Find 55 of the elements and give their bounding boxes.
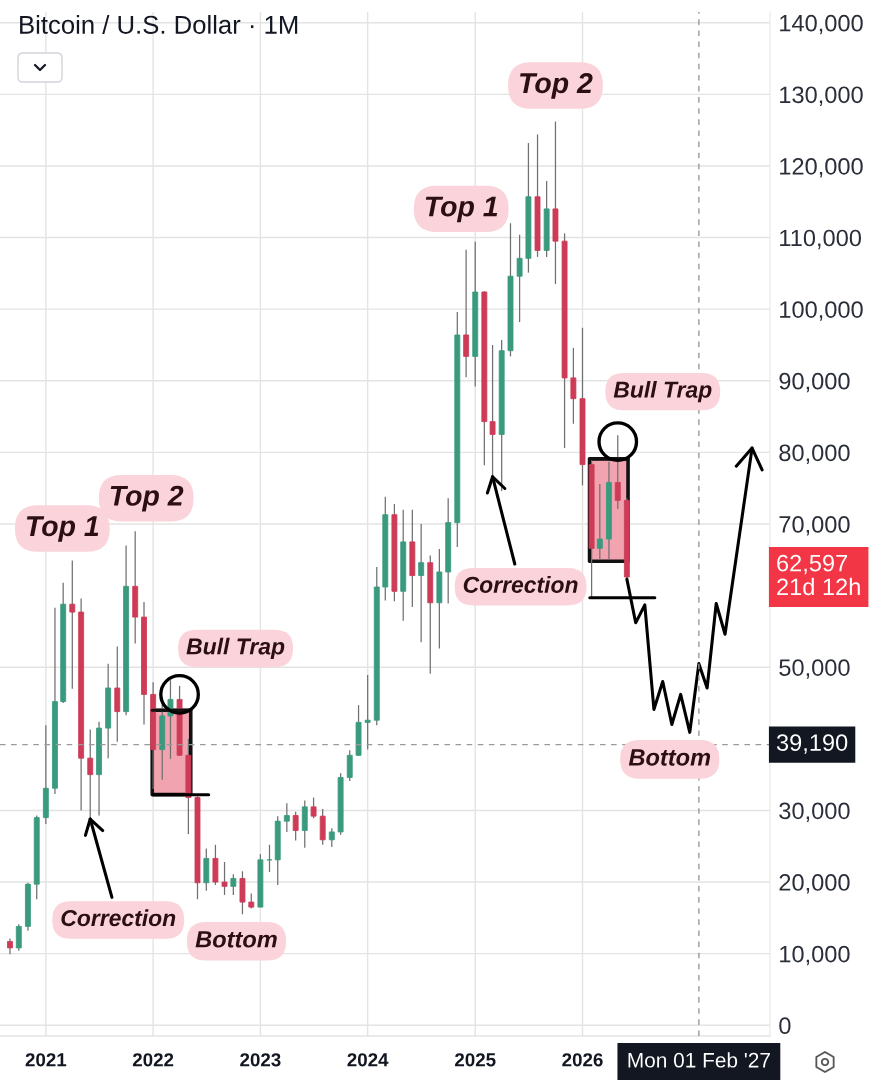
candlestick [570, 347, 577, 425]
candlestick [364, 674, 371, 751]
annotation: Bottom [195, 931, 277, 948]
annotation: Bull Trap [186, 637, 285, 660]
y-tick-label: 140,000 [780, 14, 863, 35]
y-tick-label: 20,000 [779, 874, 850, 894]
y-tick-label: 70,000 [779, 516, 850, 536]
candlestick [114, 645, 121, 743]
candlestick [328, 827, 335, 848]
y-tick-label: 90,000 [779, 372, 850, 393]
y-tick-label: 10,000 [780, 945, 850, 966]
y-tick-label: 110,000 [780, 229, 862, 250]
x-tick-label: 2026 [562, 1053, 603, 1067]
candlestick [463, 249, 470, 378]
annotation: Bottom [628, 749, 711, 766]
y-tick-label: 100,000 [780, 301, 863, 321]
x-tick-label: 2025 [455, 1053, 496, 1067]
candlestick [87, 728, 94, 820]
x-tick-label: 2021 [25, 1053, 67, 1067]
candlestick [516, 234, 523, 323]
candlestick [15, 923, 22, 952]
x-tick-label: 2023 [240, 1053, 281, 1067]
y-tick-label: 120,000 [780, 158, 863, 178]
x-tick-label: 2022 [132, 1053, 174, 1067]
annotation: Top 2 [110, 485, 184, 512]
candlestick [346, 749, 353, 782]
candlestick [69, 559, 76, 690]
annotation: Bull Trap [613, 380, 712, 403]
candlestick [596, 483, 603, 561]
candlestick [310, 796, 317, 819]
candlestick [230, 873, 237, 896]
candlestick [418, 523, 425, 643]
x-tick-label: 2024 [347, 1053, 389, 1067]
y-tick-label: 80,000 [779, 444, 850, 464]
candlestick [283, 802, 290, 833]
ref-line-label: 39,190 [776, 734, 848, 754]
y-tick-label: 30,000 [779, 802, 850, 823]
annotation: Correction [463, 576, 578, 593]
annotation: Top 2 [520, 73, 593, 99]
candlestick [489, 344, 496, 478]
annotation: Top 1 [26, 516, 99, 542]
ref-line-label: Mon 01 Feb '27 [628, 1052, 770, 1068]
candlestick [319, 808, 326, 846]
candlestick [301, 799, 308, 849]
y-tick-label: 50,000 [779, 659, 850, 679]
chart-title: Bitcoin / U.S. Dollar · 1M [20, 15, 298, 34]
y-tick-label: 0 [779, 1017, 791, 1035]
annotation: Top 1 [425, 196, 498, 223]
candlestick [212, 844, 219, 886]
candlestick [292, 811, 299, 842]
candlestick [239, 870, 246, 915]
annotation: Correction [61, 909, 176, 927]
candlestick [221, 861, 228, 896]
text: 62,597 21d 12h [777, 554, 860, 596]
y-tick-label: 130,000 [780, 86, 863, 106]
